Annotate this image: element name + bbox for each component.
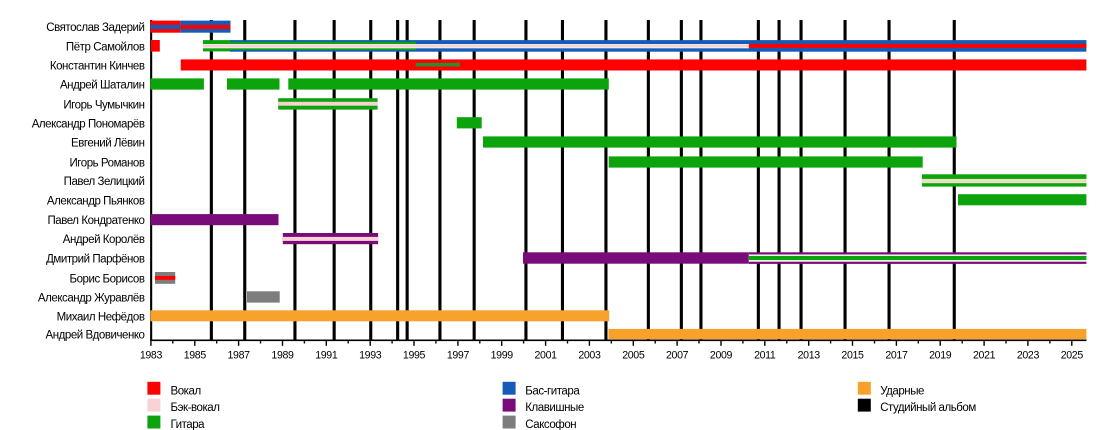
svg-text:Гитара: Гитара bbox=[171, 419, 206, 430]
svg-text:2001: 2001 bbox=[535, 350, 558, 362]
svg-text:Вокал: Вокал bbox=[171, 385, 201, 397]
svg-text:Евгений Лёвин: Евгений Лёвин bbox=[71, 138, 145, 150]
svg-text:2003: 2003 bbox=[578, 350, 601, 362]
svg-text:Павел Зелицкий: Павел Зелицкий bbox=[64, 176, 145, 188]
svg-text:2021: 2021 bbox=[973, 350, 996, 362]
svg-text:2013: 2013 bbox=[798, 350, 821, 362]
svg-text:2025: 2025 bbox=[1061, 350, 1084, 362]
svg-text:2009: 2009 bbox=[710, 350, 733, 362]
svg-text:2017: 2017 bbox=[885, 350, 908, 362]
svg-text:1989: 1989 bbox=[271, 350, 294, 362]
svg-text:Игорь Романов: Игорь Романов bbox=[69, 158, 144, 170]
svg-text:Пётр Самойлов: Пётр Самойлов bbox=[66, 41, 145, 53]
svg-text:2011: 2011 bbox=[754, 350, 776, 362]
svg-text:Павел Кондратенко: Павел Кондратенко bbox=[47, 215, 144, 227]
svg-text:Бас-гитара: Бас-гитара bbox=[525, 385, 580, 397]
svg-text:Константин Кинчев: Константин Кинчев bbox=[50, 61, 145, 73]
svg-text:2023: 2023 bbox=[1017, 350, 1040, 362]
svg-text:Андрей Королёв: Андрей Королёв bbox=[63, 234, 145, 246]
svg-text:Дмитрий Парфёнов: Дмитрий Парфёнов bbox=[46, 254, 145, 266]
svg-text:1993: 1993 bbox=[359, 350, 382, 362]
svg-text:Игорь Чумычкин: Игорь Чумычкин bbox=[63, 100, 144, 112]
svg-text:2007: 2007 bbox=[666, 350, 689, 362]
svg-text:Студийный альбом: Студийный альбом bbox=[880, 402, 976, 414]
svg-text:Александр Журавлёв: Александр Журавлёв bbox=[38, 293, 145, 305]
svg-text:1987: 1987 bbox=[228, 350, 251, 362]
svg-text:1985: 1985 bbox=[184, 350, 207, 362]
svg-text:1991: 1991 bbox=[315, 350, 338, 362]
svg-text:Александр Пьянков: Александр Пьянков bbox=[47, 195, 145, 207]
svg-text:2019: 2019 bbox=[929, 350, 952, 362]
svg-text:1999: 1999 bbox=[491, 350, 514, 362]
svg-text:Александр Пономарёв: Александр Пономарёв bbox=[32, 118, 145, 130]
svg-text:Клавишные: Клавишные bbox=[525, 402, 584, 414]
svg-text:Бэк-вокал: Бэк-вокал bbox=[171, 402, 220, 414]
svg-text:Михаил Нефёдов: Михаил Нефёдов bbox=[57, 311, 145, 323]
svg-text:2005: 2005 bbox=[622, 350, 645, 362]
svg-text:Андрей Вдовиченко: Андрей Вдовиченко bbox=[46, 330, 145, 342]
svg-text:Борис Борисов: Борис Борисов bbox=[69, 274, 144, 286]
svg-text:1983: 1983 bbox=[140, 350, 163, 362]
svg-text:1997: 1997 bbox=[447, 350, 470, 362]
svg-text:Ударные: Ударные bbox=[880, 385, 924, 397]
svg-text:Андрей Шаталин: Андрей Шаталин bbox=[60, 80, 145, 92]
svg-text:2015: 2015 bbox=[841, 350, 864, 362]
svg-text:Саксофон: Саксофон bbox=[525, 419, 576, 430]
svg-text:Святослав Задерий: Святослав Задерий bbox=[46, 22, 144, 34]
svg-text:1995: 1995 bbox=[403, 350, 426, 362]
